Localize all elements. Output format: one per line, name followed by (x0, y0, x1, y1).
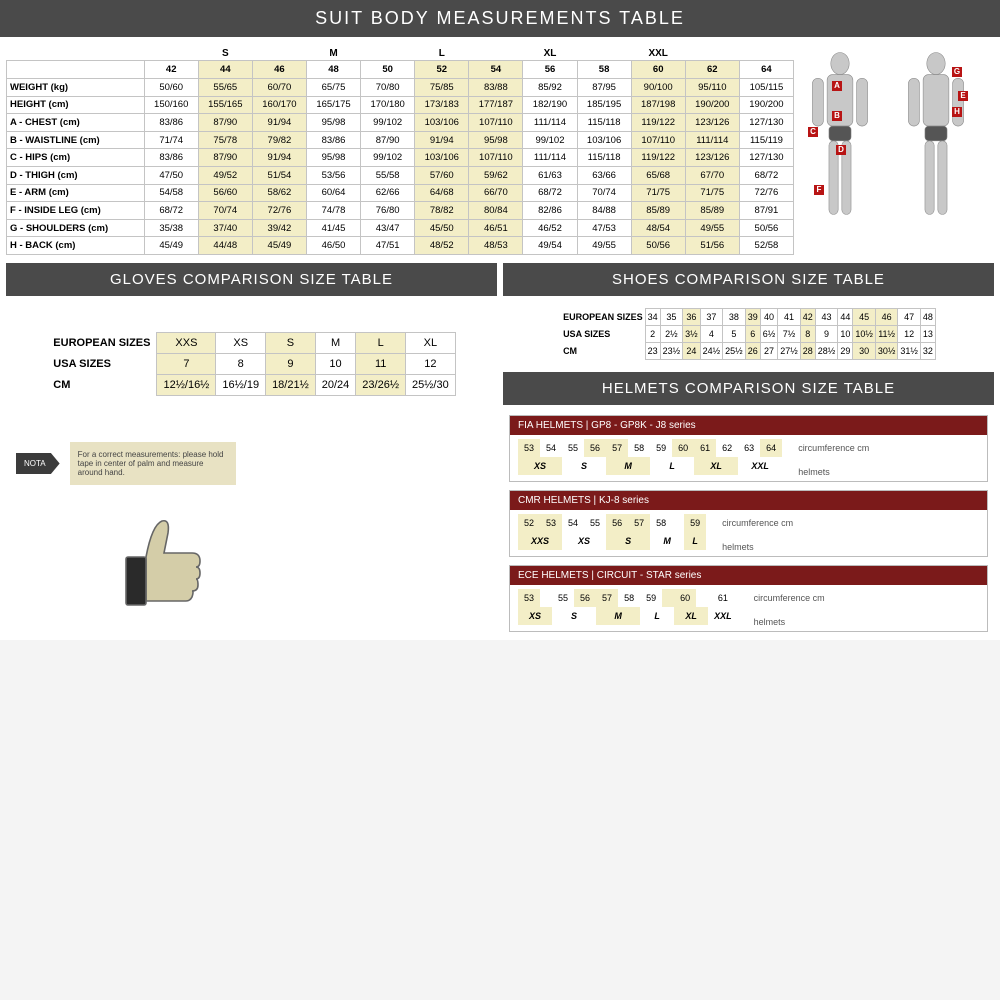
body-back: G E H (890, 45, 982, 255)
nota-label: NOTA (16, 453, 60, 474)
suit-table: SMLXLXXL424446485052545658606264WEIGHT (… (6, 45, 794, 255)
nota: NOTA For a correct measurements: please … (16, 442, 487, 485)
nota-text: For a correct measurements: please hold … (70, 442, 236, 485)
right-col: SHOES COMPARISON SIZE TABLE EUROPEAN SIZ… (503, 263, 994, 640)
body-label-f: F (814, 185, 824, 195)
body-front: A B C D F (794, 45, 886, 255)
suit-title: SUIT BODY MEASUREMENTS TABLE (0, 0, 1000, 37)
suit-section: SMLXLXXL424446485052545658606264WEIGHT (… (0, 37, 1000, 263)
helmet-series: CMR HELMETS | KJ-8 series (510, 491, 987, 510)
shoes-table: EUROPEAN SIZES34353637383940414243444546… (561, 308, 936, 360)
helmet-series: FIA HELMETS | GP8 - GP8K - J8 series (510, 416, 987, 435)
body-label-e: E (958, 91, 968, 101)
thumbs-up-icon (106, 501, 226, 621)
body-diagram: A B C D F G E H (794, 45, 994, 255)
body-label-a: A (832, 81, 842, 91)
body-label-h: H (952, 107, 962, 117)
body-label-g: G (952, 67, 962, 77)
body-label-c: C (808, 127, 818, 137)
body-label-b: B (832, 111, 842, 121)
helmet-block: FIA HELMETS | GP8 - GP8K - J8 series 535… (509, 415, 988, 482)
gloves-section: GLOVES COMPARISON SIZE TABLE EUROPEAN SI… (6, 263, 497, 640)
gloves-table: EUROPEAN SIZESXXSXSSMLXLUSA SIZES7891011… (47, 332, 455, 396)
shoes-title: SHOES COMPARISON SIZE TABLE (503, 263, 994, 296)
helmets-title: HELMETS COMPARISON SIZE TABLE (503, 372, 994, 405)
helmet-block: CMR HELMETS | KJ-8 series 52535455565758… (509, 490, 988, 557)
body-label-d: D (836, 145, 846, 155)
helmet-block: ECE HELMETS | CIRCUIT - STAR series 5355… (509, 565, 988, 632)
helmet-series: ECE HELMETS | CIRCUIT - STAR series (510, 566, 987, 585)
gloves-title: GLOVES COMPARISON SIZE TABLE (6, 263, 497, 296)
